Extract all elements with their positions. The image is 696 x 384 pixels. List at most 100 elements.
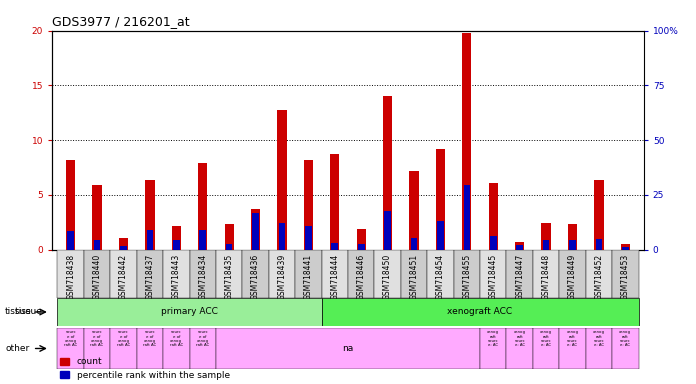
Bar — [163, 328, 189, 369]
Text: sourc
e of
xenog
raft AC: sourc e of xenog raft AC — [143, 330, 157, 347]
Bar — [93, 185, 102, 250]
Bar — [58, 250, 84, 298]
Text: GSM718440: GSM718440 — [93, 253, 102, 300]
Bar — [200, 230, 206, 250]
Bar — [560, 250, 586, 298]
Text: GSM718443: GSM718443 — [172, 253, 181, 300]
Bar — [348, 250, 374, 298]
Text: GSM718439: GSM718439 — [278, 253, 287, 300]
Bar — [84, 250, 110, 298]
Text: sourc
e of
xenog
raft AC: sourc e of xenog raft AC — [90, 330, 104, 347]
Bar — [277, 109, 287, 250]
Bar — [110, 328, 136, 369]
Text: xenog
raft
sourc
e: AC: xenog raft sourc e: AC — [619, 330, 631, 347]
Text: other: other — [6, 344, 30, 353]
Bar — [507, 328, 533, 369]
Bar — [409, 171, 419, 250]
Bar — [330, 154, 340, 250]
Text: GDS3977 / 216201_at: GDS3977 / 216201_at — [52, 15, 190, 28]
Bar — [68, 231, 74, 250]
Bar — [480, 328, 507, 369]
Text: GSM718449: GSM718449 — [568, 253, 577, 300]
Text: xenog
raft
sourc
e: AC: xenog raft sourc e: AC — [540, 330, 552, 347]
Bar — [612, 328, 638, 369]
Bar — [622, 247, 628, 250]
Bar — [543, 240, 549, 250]
Bar — [437, 221, 444, 250]
Text: GSM718446: GSM718446 — [357, 253, 365, 300]
Legend: count, percentile rank within the sample: count, percentile rank within the sample — [56, 354, 233, 383]
Bar — [84, 328, 110, 369]
Bar — [58, 328, 84, 369]
Bar — [189, 250, 216, 298]
Bar — [252, 214, 259, 250]
Bar — [586, 250, 612, 298]
Bar — [586, 328, 612, 369]
Bar — [374, 250, 401, 298]
Text: GSM718451: GSM718451 — [409, 253, 418, 300]
Bar — [462, 33, 471, 250]
Text: xenog
raft
sourc
e: AC: xenog raft sourc e: AC — [593, 330, 605, 347]
Text: GSM718444: GSM718444 — [331, 253, 339, 300]
Bar — [384, 211, 391, 250]
Text: GSM718437: GSM718437 — [145, 253, 155, 300]
Bar — [480, 250, 507, 298]
Bar — [172, 225, 181, 250]
Bar — [454, 250, 480, 298]
Text: GSM718454: GSM718454 — [436, 253, 445, 300]
Text: tissue: tissue — [5, 308, 31, 316]
Text: xenog
raft
sourc
e: AC: xenog raft sourc e: AC — [567, 330, 578, 347]
Bar — [110, 250, 136, 298]
Bar — [225, 224, 234, 250]
Text: sourc
e of
xenog
raft AC: sourc e of xenog raft AC — [196, 330, 209, 347]
Bar — [303, 160, 313, 250]
Text: sourc
e of
xenog
raft AC: sourc e of xenog raft AC — [64, 330, 77, 347]
Text: xenograft ACC: xenograft ACC — [448, 308, 513, 316]
Bar — [533, 250, 560, 298]
Text: GSM718447: GSM718447 — [515, 253, 524, 300]
Bar — [464, 185, 470, 250]
Bar — [120, 246, 127, 250]
Bar — [507, 250, 533, 298]
Text: GSM718452: GSM718452 — [594, 253, 603, 300]
Bar — [621, 244, 630, 250]
Bar — [119, 238, 128, 250]
Bar — [541, 223, 551, 250]
Bar — [189, 328, 216, 369]
Text: GSM718448: GSM718448 — [541, 253, 551, 300]
Bar — [568, 224, 577, 250]
Text: GSM718450: GSM718450 — [383, 253, 392, 300]
Bar — [251, 209, 260, 250]
Bar — [560, 328, 586, 369]
Text: GSM718455: GSM718455 — [462, 253, 471, 300]
Bar — [136, 250, 163, 298]
Bar — [278, 223, 285, 250]
Bar — [383, 96, 393, 250]
Text: GSM718435: GSM718435 — [225, 253, 234, 300]
Bar — [427, 250, 454, 298]
Bar — [163, 250, 189, 298]
Bar — [322, 298, 638, 326]
Text: xenog
raft
sourc
e: AC: xenog raft sourc e: AC — [487, 330, 499, 347]
Text: tissue: tissue — [15, 308, 45, 316]
Text: na: na — [342, 344, 354, 353]
Bar — [94, 240, 100, 250]
Bar — [173, 240, 180, 250]
Bar — [242, 250, 269, 298]
Bar — [147, 230, 153, 250]
Bar — [216, 250, 242, 298]
Bar — [58, 298, 322, 326]
Bar — [490, 237, 496, 250]
Text: GSM718434: GSM718434 — [198, 253, 207, 300]
Text: GSM718442: GSM718442 — [119, 253, 128, 300]
Bar — [612, 250, 638, 298]
Bar — [356, 229, 366, 250]
Bar — [322, 250, 348, 298]
Bar — [594, 180, 603, 250]
Bar — [145, 180, 155, 250]
Bar — [216, 328, 480, 369]
Bar — [358, 244, 365, 250]
Bar — [269, 250, 295, 298]
Bar — [136, 328, 163, 369]
Bar — [436, 149, 445, 250]
